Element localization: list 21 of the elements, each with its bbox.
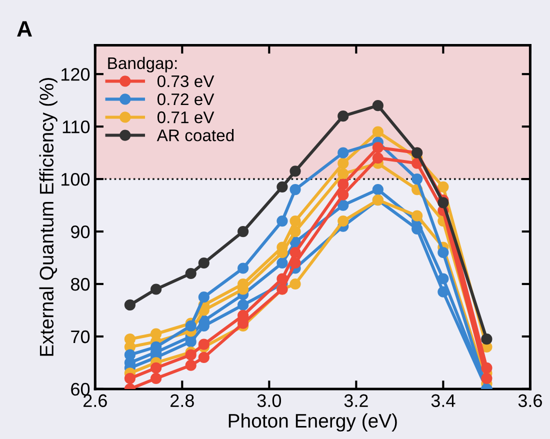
x-axis-title: Photon Energy (eV) xyxy=(228,413,397,432)
y-tick-label: 70 xyxy=(71,330,90,344)
y-tick-label: 110 xyxy=(62,120,90,134)
y-tick-label: 60 xyxy=(71,382,90,396)
x-tick-label: 3.0 xyxy=(257,394,282,408)
y-tick-label: 100 xyxy=(62,172,90,186)
legend-label: 0.71 eV xyxy=(157,111,214,124)
x-tick-label: 2.6 xyxy=(84,394,107,408)
x-tick-label: 3.2 xyxy=(344,394,368,408)
x-tick-label: 3.6 xyxy=(518,394,542,408)
x-tick-label: 2.8 xyxy=(170,394,194,408)
legend-label: 0.73 eV xyxy=(157,75,214,88)
y-tick-label: 120 xyxy=(62,68,90,81)
x-tick-label: 3.4 xyxy=(431,394,456,408)
y-tick-label: 80 xyxy=(70,278,90,291)
legend-title: Bandgap: xyxy=(108,56,177,72)
legend-label: 0.72 eV xyxy=(157,93,214,106)
y-axis-title: External Quantum Efficiency (%) xyxy=(39,78,58,356)
legend-label: AR coated xyxy=(156,129,234,142)
y-tick-label: 90 xyxy=(71,225,90,238)
text: A xyxy=(17,21,32,36)
